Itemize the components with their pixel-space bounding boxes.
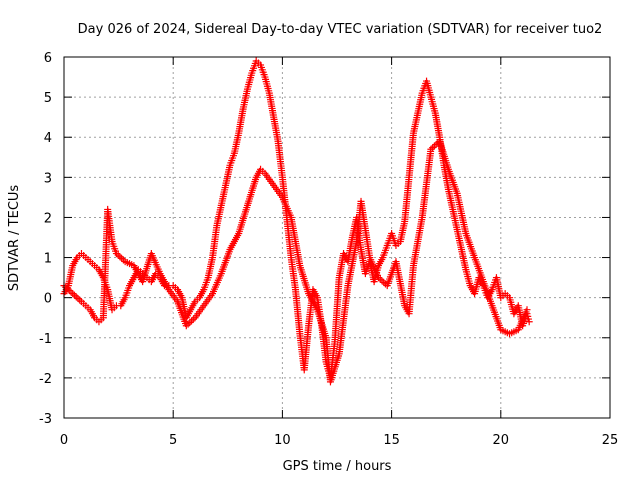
x-tick-label: 25: [602, 433, 619, 448]
y-tick-label: 3: [44, 171, 52, 186]
x-axis-label: GPS time / hours: [283, 459, 392, 474]
data-point-fill: [70, 291, 78, 299]
x-tick-label: 5: [169, 433, 177, 448]
data-point-fill: [118, 254, 126, 262]
plot-frame: [63, 56, 611, 419]
axis-ticks: [63, 56, 611, 419]
y-tick-label: 4: [44, 131, 52, 146]
data-point: [523, 306, 531, 314]
data-point-fill: [72, 293, 80, 301]
y-tick-label: 2: [44, 211, 52, 226]
x-tick-label: 15: [383, 433, 400, 448]
data-point-fill: [74, 294, 82, 302]
y-tick-label: 0: [44, 292, 52, 307]
data-point: [525, 318, 533, 326]
data-point: [69, 290, 77, 298]
data-point-fill: [189, 315, 197, 323]
y-axis-label: SDTVAR / TECUs: [7, 185, 22, 292]
data-point-fill: [186, 319, 194, 327]
y-tick-label: 6: [44, 51, 52, 66]
data-point-fill: [380, 278, 388, 286]
y-tick-label: -3: [39, 412, 52, 427]
data-point-fill: [188, 317, 196, 325]
y-tick-label: -2: [39, 372, 52, 387]
y-tick-label: 5: [44, 91, 52, 106]
x-tick-label: 20: [493, 433, 510, 448]
data-points: [60, 57, 533, 386]
data-point-fill: [378, 277, 386, 285]
y-tick-label: -1: [39, 332, 52, 347]
x-tick-label: 0: [60, 433, 68, 448]
data-point-fill: [116, 253, 124, 261]
x-tick-label: 10: [274, 433, 291, 448]
data-point-fill: [76, 296, 84, 304]
chart-title: Day 026 of 2024, Sidereal Day-to-day VTE…: [78, 22, 603, 37]
tick-labels: 0 5 10 15 20 25 -3 -2 -1 0 1 2 3 4 5 6: [39, 51, 618, 448]
y-tick-label: 1: [44, 252, 52, 267]
